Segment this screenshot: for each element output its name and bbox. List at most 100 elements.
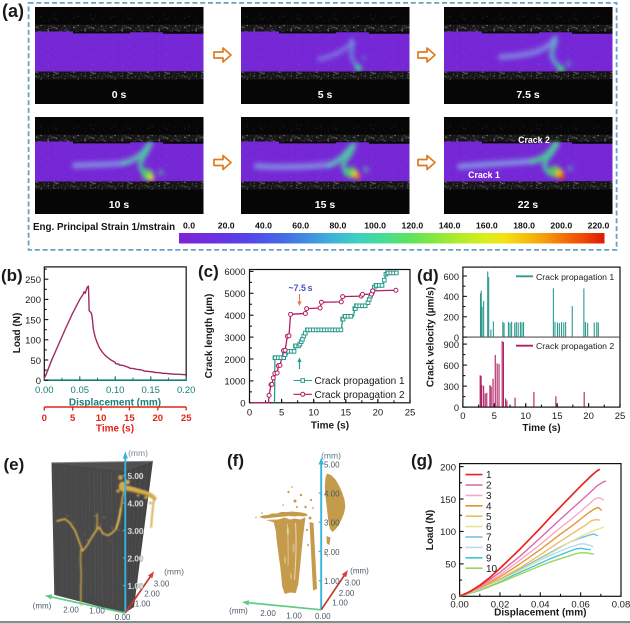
svg-text:3.00: 3.00 xyxy=(345,579,361,588)
svg-text:150: 150 xyxy=(25,315,41,326)
svg-text:600: 600 xyxy=(443,361,459,371)
svg-text:4000: 4000 xyxy=(224,311,245,322)
svg-text:3000: 3000 xyxy=(224,333,245,344)
svg-text:150: 150 xyxy=(440,495,456,506)
svg-text:40.0: 40.0 xyxy=(255,221,272,231)
svg-text:Displacement (mm): Displacement (mm) xyxy=(494,608,586,619)
svg-text:1.00: 1.00 xyxy=(324,577,340,586)
svg-text:(a): (a) xyxy=(2,1,24,21)
svg-text:(mm): (mm) xyxy=(33,602,52,611)
svg-text:1: 1 xyxy=(486,470,492,481)
svg-text:25: 25 xyxy=(615,411,626,422)
svg-text:(mm): (mm) xyxy=(350,567,369,576)
svg-text:1.00: 1.00 xyxy=(128,582,144,591)
svg-text:400: 400 xyxy=(443,292,459,302)
svg-text:6000: 6000 xyxy=(224,267,245,278)
svg-text:(e): (e) xyxy=(4,455,25,474)
svg-text:0: 0 xyxy=(460,411,465,422)
svg-text:2.00: 2.00 xyxy=(324,548,340,557)
svg-text:2.00: 2.00 xyxy=(144,590,160,599)
svg-text:0.00: 0.00 xyxy=(450,600,469,611)
svg-text:3: 3 xyxy=(486,491,492,502)
svg-text:60.0: 60.0 xyxy=(292,221,309,231)
svg-text:100: 100 xyxy=(440,527,456,538)
svg-text:120.0: 120.0 xyxy=(402,221,424,231)
svg-text:25: 25 xyxy=(181,413,192,424)
svg-text:2.00: 2.00 xyxy=(260,609,276,618)
svg-text:Load (N): Load (N) xyxy=(12,313,23,354)
svg-text:Displacement (mm): Displacement (mm) xyxy=(69,398,161,409)
svg-text:9: 9 xyxy=(486,553,492,564)
svg-text:0: 0 xyxy=(454,403,459,413)
svg-text:200.0: 200.0 xyxy=(550,221,572,231)
svg-text:Crack length (µm): Crack length (µm) xyxy=(204,294,215,379)
svg-text:140.0: 140.0 xyxy=(439,221,461,231)
svg-text:0.15: 0.15 xyxy=(141,385,160,396)
svg-text:(mm): (mm) xyxy=(229,607,248,616)
svg-text:50: 50 xyxy=(30,356,41,367)
svg-text:Time (s): Time (s) xyxy=(311,421,349,432)
svg-text:0.00: 0.00 xyxy=(315,612,331,621)
svg-text:0: 0 xyxy=(247,408,252,419)
svg-text:5 s: 5 s xyxy=(318,89,333,101)
svg-text:50: 50 xyxy=(445,560,456,571)
svg-text:15: 15 xyxy=(124,413,135,424)
svg-text:2.00: 2.00 xyxy=(128,555,144,564)
svg-text:(c): (c) xyxy=(198,262,219,281)
svg-text:4.00: 4.00 xyxy=(128,500,144,509)
svg-text:200: 200 xyxy=(443,313,459,323)
svg-text:100: 100 xyxy=(25,336,41,347)
svg-text:Crack propagation 1: Crack propagation 1 xyxy=(536,272,614,282)
svg-text:3.00: 3.00 xyxy=(324,519,340,528)
svg-text:0.00: 0.00 xyxy=(115,613,131,622)
svg-text:2: 2 xyxy=(486,481,492,492)
svg-text:1.00: 1.00 xyxy=(135,600,151,609)
svg-text:8: 8 xyxy=(486,543,492,554)
svg-text:6: 6 xyxy=(486,522,492,533)
svg-text:Crack velocity (µm/s): Crack velocity (µm/s) xyxy=(426,287,437,387)
svg-text:0: 0 xyxy=(454,333,459,343)
svg-text:2000: 2000 xyxy=(224,355,245,366)
svg-text:10: 10 xyxy=(486,564,498,575)
svg-text:(mm): (mm) xyxy=(164,567,184,577)
svg-text:Eng. Principal Strain 1/mstrai: Eng. Principal Strain 1/mstrain xyxy=(33,222,175,233)
svg-text:160.0: 160.0 xyxy=(476,221,498,231)
svg-text:4.00: 4.00 xyxy=(324,490,340,499)
svg-text:1000: 1000 xyxy=(224,377,245,388)
svg-text:(f): (f) xyxy=(227,451,244,470)
svg-text:15: 15 xyxy=(341,408,352,419)
svg-text:Crack propagation 2: Crack propagation 2 xyxy=(536,341,614,351)
svg-text:0 s: 0 s xyxy=(112,89,127,101)
svg-text:Time (s): Time (s) xyxy=(522,423,560,434)
svg-text:0.02: 0.02 xyxy=(491,600,510,611)
svg-text:0.08: 0.08 xyxy=(612,600,630,611)
svg-text:300: 300 xyxy=(443,382,459,392)
svg-text:10: 10 xyxy=(96,413,107,424)
svg-text:0.20: 0.20 xyxy=(177,385,196,396)
svg-text:Load (N): Load (N) xyxy=(425,510,436,551)
svg-text:1.00: 1.00 xyxy=(286,612,302,621)
svg-text:0.10: 0.10 xyxy=(106,385,125,396)
svg-text:200: 200 xyxy=(25,295,41,306)
svg-text:100.0: 100.0 xyxy=(364,221,386,231)
svg-text:600: 600 xyxy=(443,272,459,282)
svg-text:3.00: 3.00 xyxy=(154,580,170,589)
svg-text:(b): (b) xyxy=(1,266,23,285)
svg-text:250: 250 xyxy=(25,275,41,286)
svg-text:(mm): (mm) xyxy=(128,448,148,458)
svg-text:10: 10 xyxy=(308,408,319,419)
svg-text:5.00: 5.00 xyxy=(324,460,340,469)
svg-text:0: 0 xyxy=(451,592,456,603)
svg-text:80.0: 80.0 xyxy=(329,221,346,231)
svg-text:0: 0 xyxy=(240,399,245,410)
svg-text:22 s: 22 s xyxy=(518,199,539,211)
svg-text:Time (s): Time (s) xyxy=(96,424,134,435)
svg-text:20: 20 xyxy=(373,408,384,419)
svg-text:15 s: 15 s xyxy=(315,199,336,211)
svg-text:(g): (g) xyxy=(411,451,433,470)
svg-text:4: 4 xyxy=(486,501,492,512)
svg-text:Crack propagation 1: Crack propagation 1 xyxy=(315,376,405,387)
svg-text:7.5 s: 7.5 s xyxy=(516,89,540,101)
svg-text:5.00: 5.00 xyxy=(128,472,144,481)
svg-text:20: 20 xyxy=(583,411,594,422)
